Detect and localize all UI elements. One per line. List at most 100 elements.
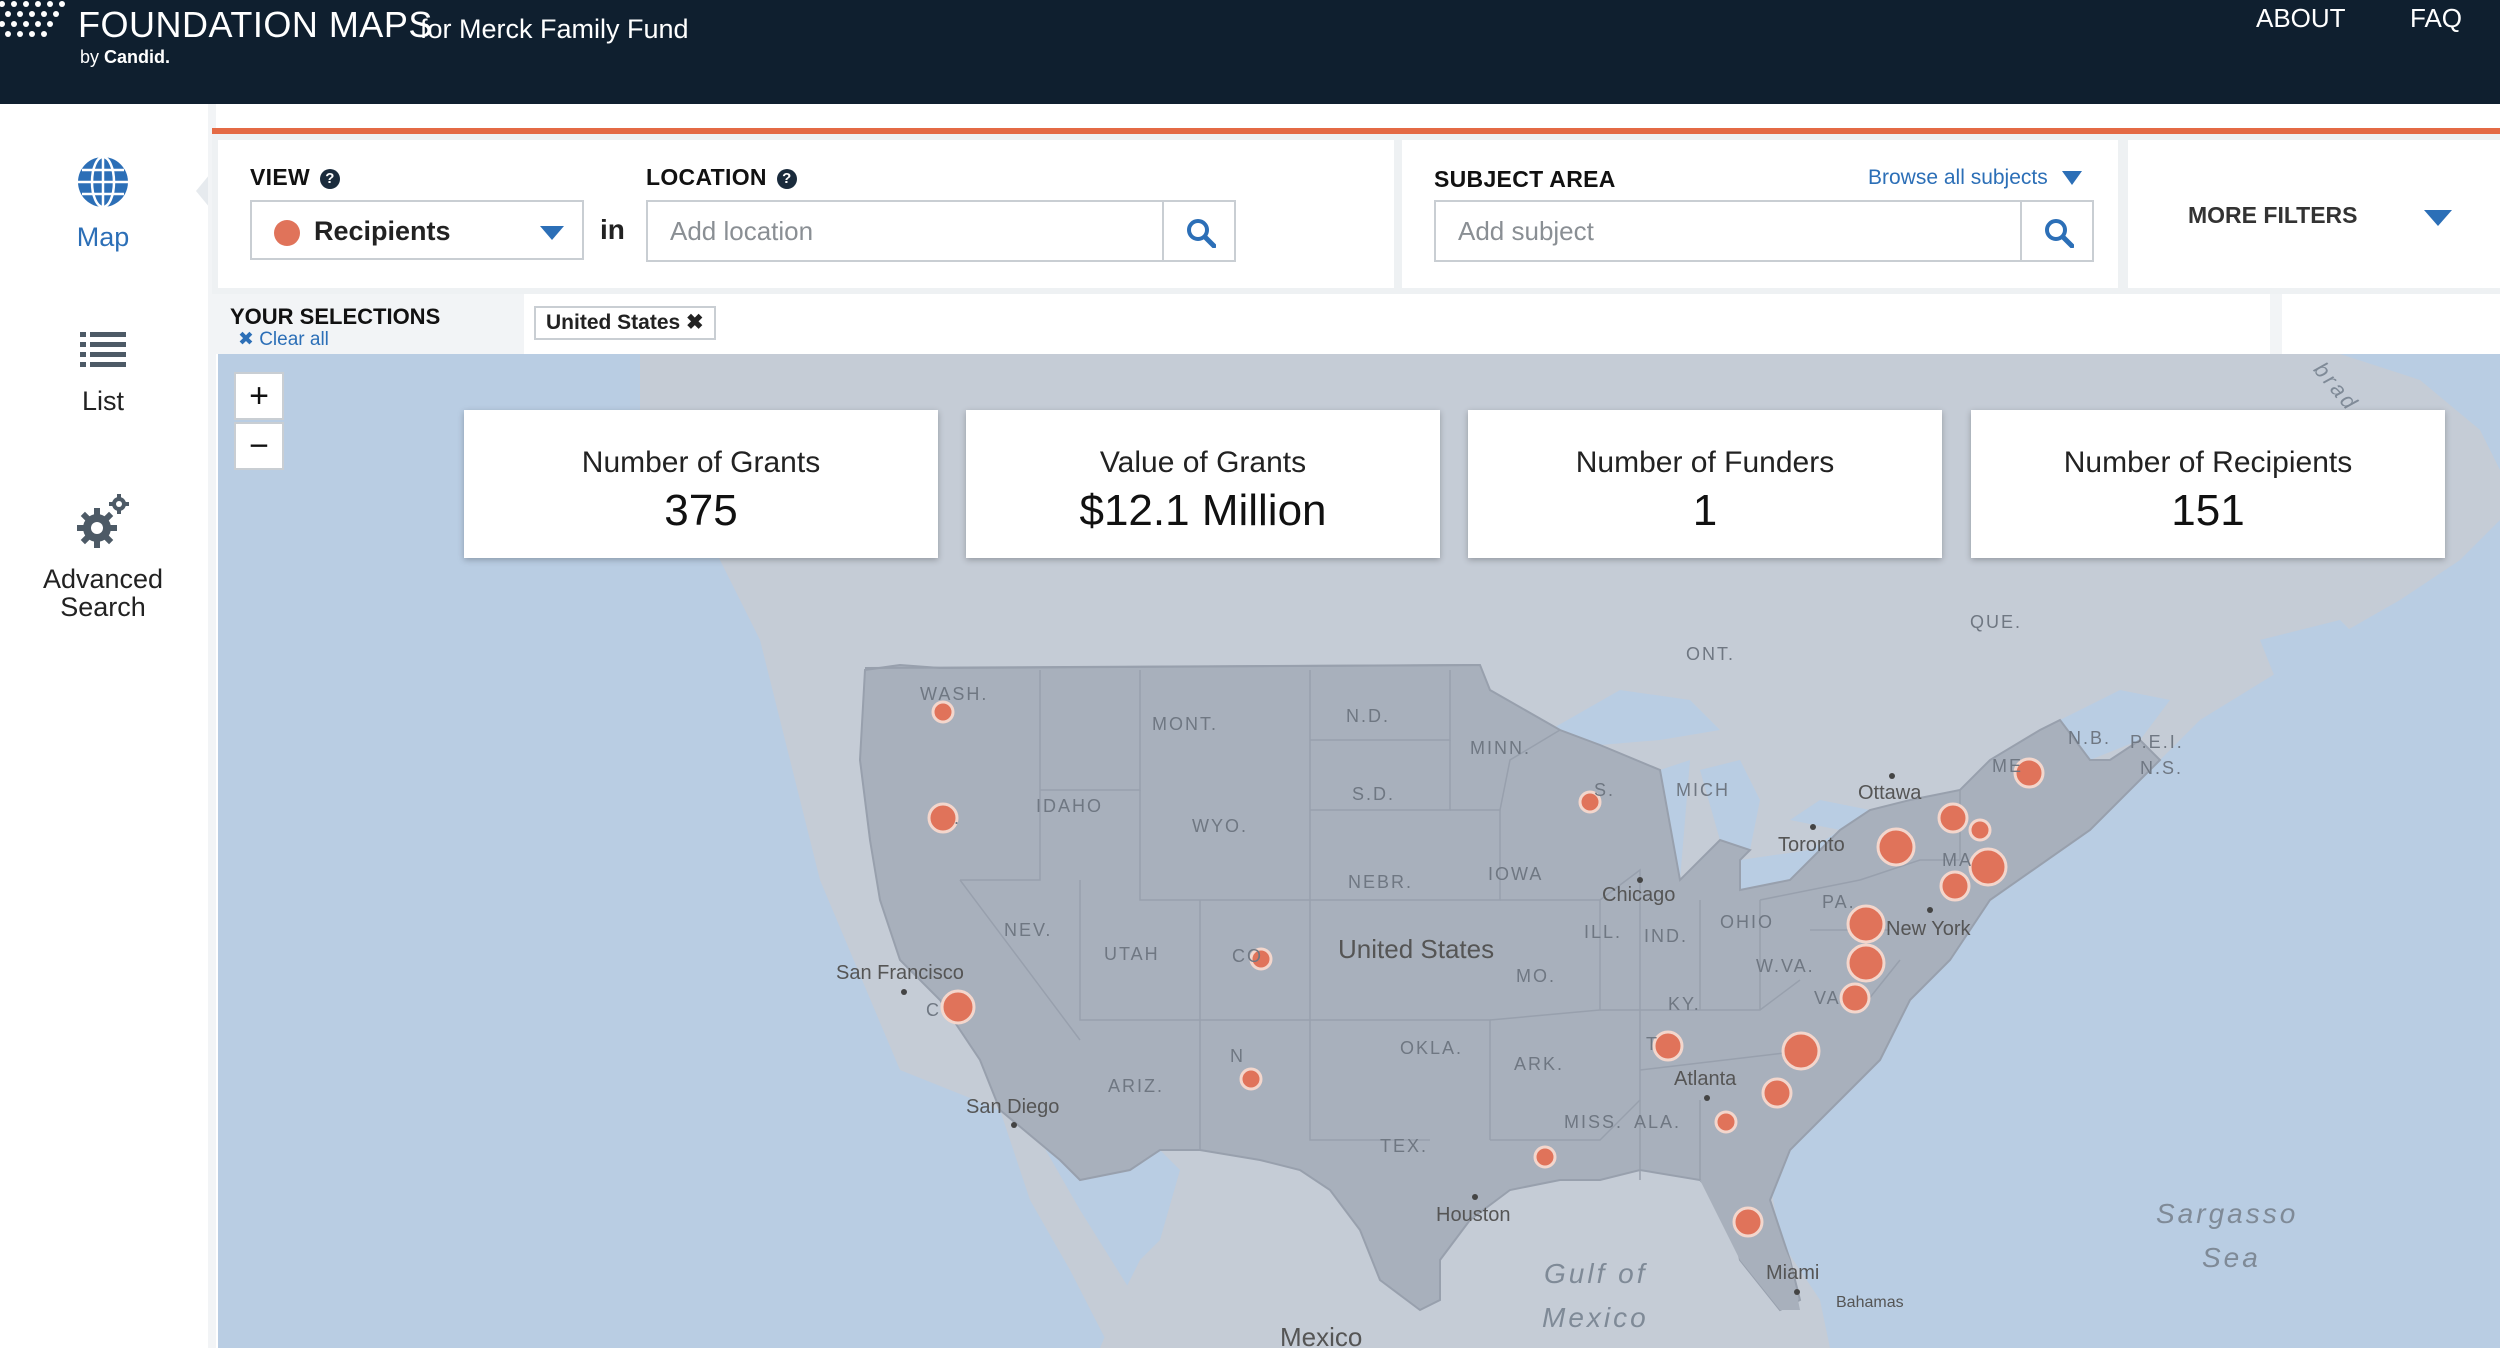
map-canvas[interactable]: [218, 354, 2500, 1348]
map-label-region: ALA.: [1634, 1112, 1682, 1132]
great-lakes: [1550, 690, 1870, 890]
sidebar-label-advanced-line1: Advanced: [42, 564, 164, 594]
map-marker[interactable]: [1846, 943, 1886, 983]
map-marker[interactable]: [1249, 947, 1273, 971]
map-marker[interactable]: [1652, 1030, 1684, 1062]
map-marker[interactable]: [931, 700, 955, 724]
map-marker[interactable]: [1714, 1110, 1738, 1134]
map-marker[interactable]: [1939, 870, 1971, 902]
city-dot: [1472, 1194, 1478, 1200]
view-select[interactable]: Recipients: [250, 200, 584, 260]
candid-logo-icon: [0, 1, 65, 37]
byline-prefix: by: [80, 47, 100, 67]
map-label-region: ME: [1992, 756, 2023, 776]
map-label-region: .: [954, 808, 962, 828]
map-marker[interactable]: [1968, 818, 1992, 842]
search-icon: [1187, 219, 1216, 248]
subject-area-label: SUBJECT AREA: [1434, 166, 1616, 192]
map-label-city: Houston: [1436, 1204, 1511, 1226]
sidebar-item-map[interactable]: Map: [0, 154, 206, 251]
map-label-region: CO: [1232, 946, 1263, 966]
selection-tag-label: United States: [546, 311, 681, 334]
city-dot: [1637, 877, 1643, 883]
recipient-markers-layer: [901, 700, 2045, 1295]
city-dot: [1810, 824, 1816, 830]
subject-area-box: SUBJECT AREA Browse all subjects: [1402, 140, 2118, 288]
map-marker[interactable]: [1781, 1031, 1821, 1071]
city-dot: [1889, 773, 1895, 779]
selections-divider: [2274, 294, 2282, 354]
stat-card-value: Value of Grants $12.1 Million: [966, 410, 1440, 558]
list-icon: [80, 332, 126, 367]
map-marker[interactable]: [940, 989, 976, 1025]
nav-faq-link[interactable]: FAQ: [2410, 3, 2463, 33]
map-label-city: Miami: [1766, 1262, 1820, 1284]
map-label-region: T: [1646, 1034, 1659, 1054]
browse-subjects-text: Browse all subjects: [1868, 166, 2048, 189]
atlantic-inlet: [2060, 620, 2380, 760]
stat-value: 1: [1692, 486, 1718, 535]
map-marker[interactable]: [1968, 847, 2008, 887]
map-label-region: IDAHO: [1036, 796, 1104, 816]
subject-input[interactable]: [1434, 200, 2022, 262]
map-label-water: Sea: [2202, 1242, 2261, 1273]
map-area[interactable]: United States WASH. MONT. N.D. MINN. IDA…: [218, 354, 2500, 1348]
map-label-region: VA: [1814, 988, 1841, 1008]
map-label-country: United States: [1338, 934, 1495, 964]
location-search-button[interactable]: [1162, 200, 1236, 262]
brand-title[interactable]: FOUNDATION MAPS: [78, 4, 433, 45]
map-marker[interactable]: [1846, 904, 1886, 944]
close-icon[interactable]: ✖: [686, 311, 704, 334]
sidebar-item-list[interactable]: List: [0, 330, 206, 415]
map-label-city: Bahamas: [1836, 1294, 1904, 1311]
location-input[interactable]: [646, 200, 1164, 262]
stat-label: Number of Grants: [581, 446, 821, 479]
map-label-region: MINN.: [1470, 738, 1531, 758]
map-marker[interactable]: [1239, 1067, 1263, 1091]
browse-subjects-link[interactable]: Browse all subjects: [1868, 166, 2082, 190]
map-marker[interactable]: [2013, 757, 2045, 789]
map-marker[interactable]: [927, 802, 959, 834]
view-help-icon[interactable]: ?: [319, 169, 340, 189]
map-label-region: MICH: [1676, 780, 1730, 800]
map-label-region: NEV.: [1004, 920, 1053, 940]
map-label-region: S.: [1594, 780, 1616, 800]
clear-all-link[interactable]: ✖ Clear all: [238, 328, 329, 351]
map-label-region: P.E.I.: [2130, 732, 2184, 752]
map-label-region: OKLA.: [1400, 1038, 1464, 1058]
location-help-icon[interactable]: ?: [776, 169, 797, 189]
stat-card-recipients: Number of Recipients 151: [1971, 410, 2445, 558]
map-label-region: C: [926, 1000, 941, 1020]
subject-search-button[interactable]: [2020, 200, 2094, 262]
stat-label: Value of Grants: [1099, 446, 1307, 479]
map-label-region: ARK.: [1514, 1054, 1565, 1074]
chevron-down-icon: [2424, 210, 2452, 226]
more-filters-label: MORE FILTERS: [2188, 202, 2358, 228]
map-marker[interactable]: [1839, 982, 1871, 1014]
collapse-arrow-icon[interactable]: [196, 174, 210, 208]
byline: by Candid.: [80, 47, 170, 68]
map-label-city: Ottawa: [1858, 782, 1922, 804]
selections-bar: YOUR SELECTIONS ✖ Clear all United State…: [212, 294, 2500, 354]
more-filters-button[interactable]: MORE FILTERS: [2128, 140, 2500, 288]
sidebar-label-map: Map: [76, 222, 130, 252]
map-marker[interactable]: [1732, 1206, 1764, 1238]
map-marker[interactable]: [1578, 790, 1602, 814]
map-marker[interactable]: [1937, 802, 1969, 834]
nav-about-link[interactable]: ABOUT: [2256, 3, 2346, 33]
zoom-out-button[interactable]: −: [234, 422, 284, 470]
map-label-city: Chicago: [1602, 884, 1676, 906]
map-label-water: Mexico: [1542, 1302, 1649, 1333]
selection-tag[interactable]: United States ✖: [534, 306, 716, 340]
map-marker[interactable]: [1533, 1145, 1557, 1169]
map-label-region: MO.: [1516, 966, 1556, 986]
map-marker[interactable]: [1876, 827, 1916, 867]
top-bar: FOUNDATION MAPS for Merck Family Fund by…: [0, 0, 2500, 104]
baja-land: [1000, 1110, 1150, 1348]
clear-all-text: Clear all: [259, 329, 329, 350]
map-label-region: IND.: [1644, 926, 1688, 946]
sidebar-item-advanced-search[interactable]: Advanced Search: [0, 492, 206, 621]
map-marker[interactable]: [1761, 1077, 1793, 1109]
zoom-in-button[interactable]: +: [234, 372, 284, 420]
view-label: VIEW?: [250, 164, 340, 191]
